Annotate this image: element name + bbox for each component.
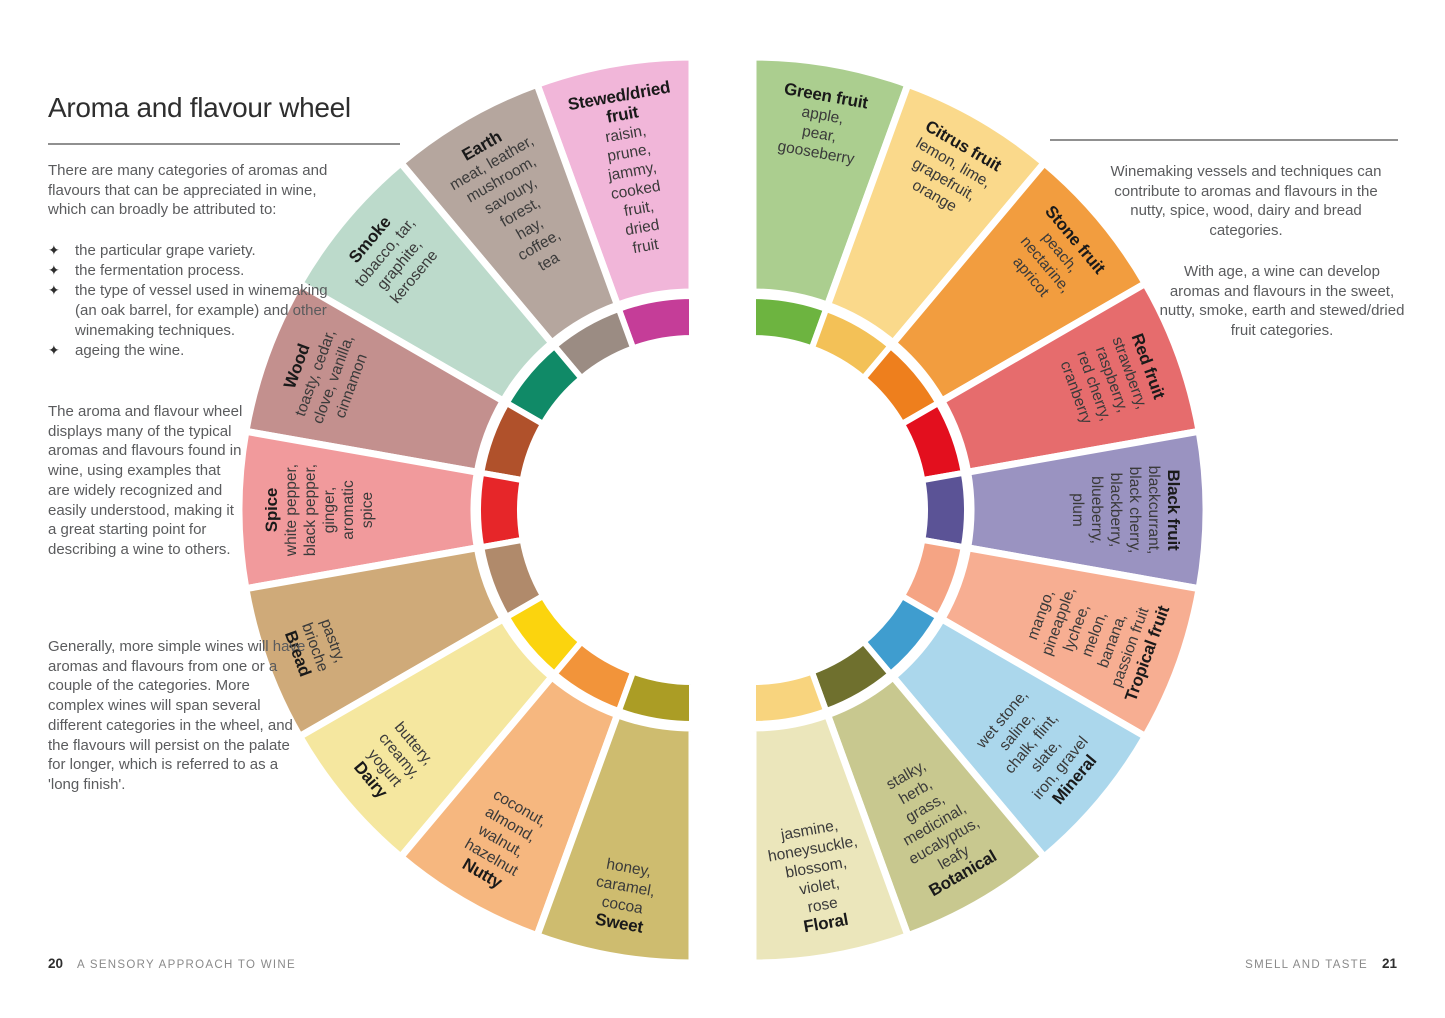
wheel-inner-ring-floral (750, 668, 830, 727)
right-page-rule (1050, 139, 1398, 141)
winemaking-paragraph: Winemaking vessels and techniques can co… (1110, 163, 1382, 240)
bullet-item: ✦ the particular grape variety. (48, 241, 353, 261)
right-wheel-half: Green fruitapple,pear,gooseberry Citrus f… (749, 53, 1210, 967)
left-footer: 20 A SENSORY APPROACH TO WINE (48, 956, 296, 971)
right-footer-text: SMELL AND TASTE (1245, 959, 1368, 971)
wheel-segment-text-floral: jasmine,honeysuckle,blossom,violet,roseF… (764, 814, 873, 940)
bullet-star-icon: ✦ (48, 342, 60, 359)
bullet-star-icon: ✦ (48, 242, 60, 258)
right-footer: SMELL AND TASTE 21 (1245, 956, 1397, 971)
wheel-wedge-sweet (533, 711, 696, 967)
wheel-inner-ring-black-fruit (919, 469, 970, 551)
bullet-star-icon: ✦ (48, 262, 60, 279)
page-title: Aroma and flavour wheel (48, 92, 351, 123)
title-rule (48, 143, 400, 145)
left-wheel-half: Stewed/driedfruitraisin,prune,jammy,cook… (235, 53, 696, 967)
wheel-segment-text-black-fruit: Black fruitblackcurrant,black cherry,bla… (1069, 466, 1183, 555)
left-page-number: 20 (48, 956, 64, 971)
left-footer-text: A SENSORY APPROACH TO WINE (77, 959, 296, 971)
right-page-number: 21 (1381, 956, 1397, 971)
bullet-star-icon: ✦ (48, 282, 60, 299)
wheel-segment-text-spice: Spice white pepper, black pepper, ginger, ar… (262, 464, 376, 557)
wheel-description-paragraph: The aroma and flavour wheel displays man… (48, 403, 243, 558)
bullet-text: the particular grape variety. (75, 242, 256, 259)
bullet-item: ✦ ageing the wine. (48, 341, 353, 361)
ageing-paragraph: With age, a wine can develop aromas and … (1159, 263, 1405, 340)
bullet-list: ✦ the particular grape variety. ✦ the ferme… (48, 241, 353, 361)
wheel-inner-ring-spice (475, 469, 526, 551)
intro-paragraph: There are many categories of aromas and … (48, 162, 328, 219)
bullet-text: ageing the wine. (75, 342, 185, 360)
wheel-segment-text-earth: Earthmeat, leather,mushroom,savoury,fore… (436, 114, 593, 293)
bullet-item: ✦ the fermentation process. (48, 261, 353, 281)
wheel-segment-text-mineral: wet stone,saline,chalk, flint,slate,iron… (971, 684, 1106, 815)
wheel-wedge-floral (749, 711, 912, 967)
wheel-segment-text-sweet: honey,caramel,cocoaSweet (588, 854, 659, 937)
bullet-text: the fermentation process. (75, 262, 245, 280)
complexity-paragraph: Generally, more simple wines will have a… (48, 638, 306, 793)
bullet-item: ✦ the type of vessel used in winemaking (… (48, 281, 353, 340)
bullet-text: the type of vessel used in winemaking (a… (75, 282, 328, 339)
wheel-inner-ring-sweet (615, 668, 695, 727)
